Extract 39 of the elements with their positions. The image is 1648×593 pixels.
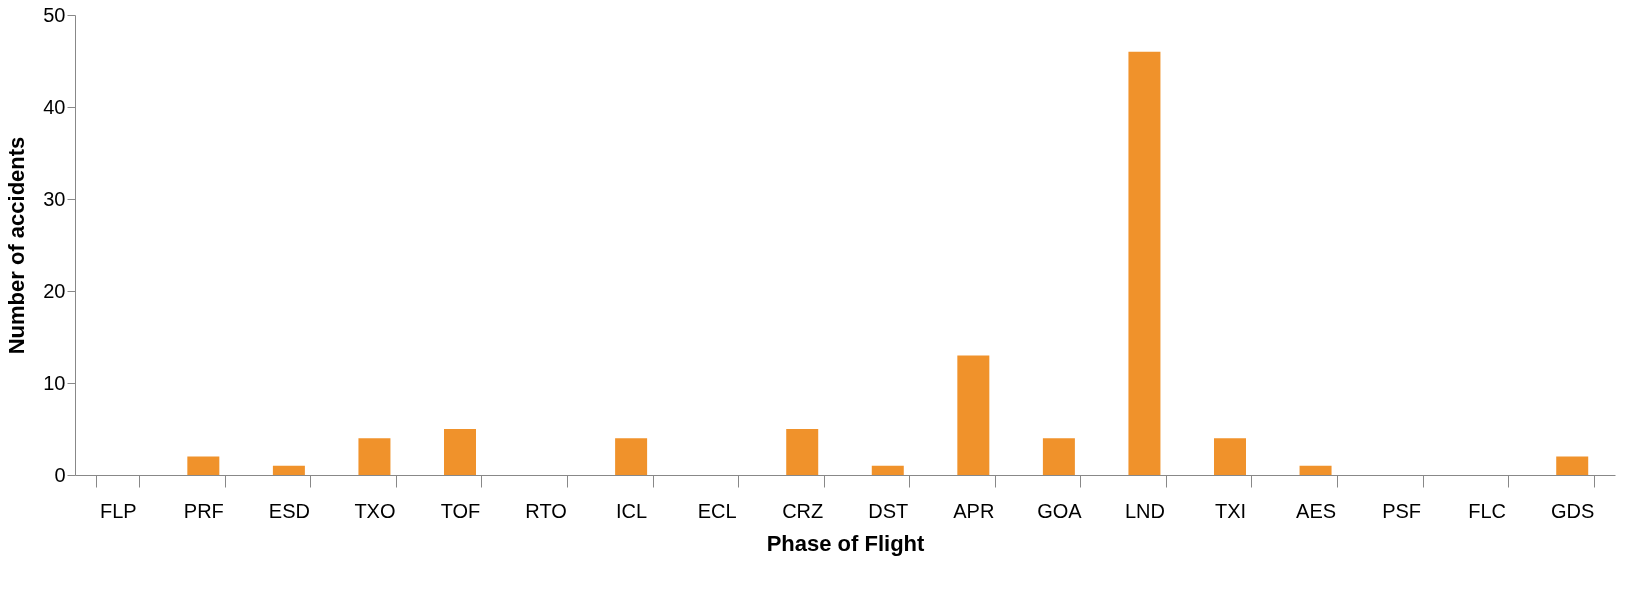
y-axis-title: Number of accidents [4, 136, 30, 355]
bar [1128, 51, 1161, 475]
x-tick-label: GDS [1551, 499, 1595, 522]
x-tick-label: TXO [354, 499, 396, 522]
y-tick-label: 30 [43, 187, 66, 210]
bar [1299, 465, 1332, 475]
bar [444, 429, 476, 475]
x-tick-label: GOA [1037, 499, 1083, 522]
bar [358, 438, 391, 475]
y-tick-label: 40 [43, 95, 66, 118]
y-tick-label: 50 [43, 3, 66, 26]
x-tick-label: TOF [440, 499, 481, 522]
x-tick-label: FLC [1468, 499, 1507, 522]
x-tick-label: TXI [1214, 499, 1247, 522]
bar [1556, 456, 1589, 475]
bar [871, 465, 904, 475]
x-tick-label: RTO [525, 499, 567, 522]
x-tick-label: APR [953, 499, 995, 522]
bar [615, 438, 648, 475]
x-tick-label: LND [1124, 499, 1165, 522]
x-tick-label: ICL [616, 499, 648, 522]
bar [187, 456, 220, 475]
x-tick-label: ECL [697, 499, 737, 522]
x-tick-label: CRZ [782, 499, 824, 522]
x-tick-label: AES [1296, 499, 1337, 522]
x-tick-label: FLP [99, 499, 137, 522]
y-tick-label: 20 [43, 279, 66, 302]
y-tick-label: 10 [43, 371, 66, 394]
x-tick-label: PSF [1382, 499, 1422, 522]
x-tick-label: ESD [268, 499, 310, 522]
bar [786, 429, 819, 475]
bar [1042, 438, 1075, 475]
bar [272, 465, 305, 475]
bar [957, 355, 990, 475]
x-axis-title: Phase of Flight [766, 530, 925, 556]
x-tick-label: PRF [183, 499, 224, 522]
bar [1214, 438, 1246, 475]
x-tick-label: DST [868, 499, 909, 522]
y-tick-label: 0 [54, 463, 66, 486]
